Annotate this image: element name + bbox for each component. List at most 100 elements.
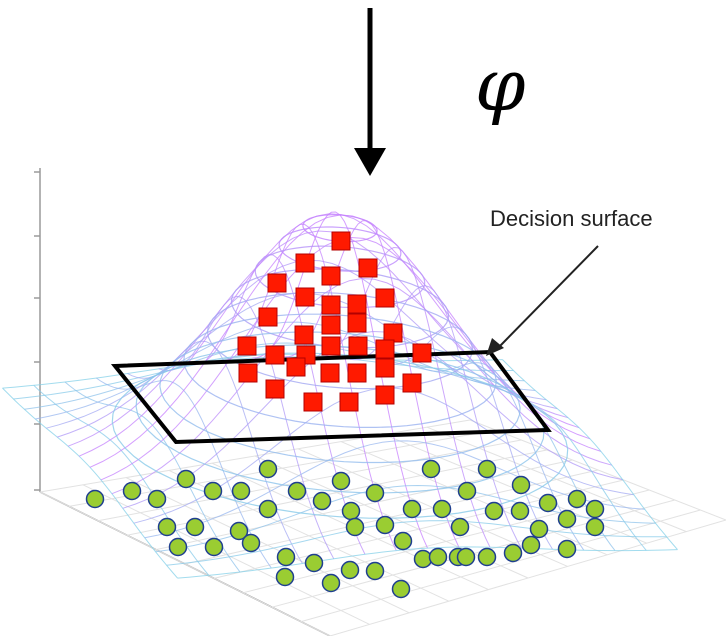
surface-mesh-line <box>78 213 580 457</box>
surface-contour-ring <box>254 245 426 309</box>
decision-surface-label: Decision surface <box>490 206 653 231</box>
green-circle-icon <box>185 517 205 537</box>
red-square-icon <box>375 385 395 405</box>
green-circle-icon <box>391 579 411 599</box>
green-circle-icon <box>312 491 332 511</box>
green-circle-icon <box>421 459 441 479</box>
red-square-icon <box>295 287 315 307</box>
decision-surface-pointer <box>486 245 599 356</box>
floor-grid-line <box>300 509 701 623</box>
green-circle-icon <box>341 501 361 521</box>
class-a-points <box>237 231 432 412</box>
green-circle-icon <box>241 533 261 553</box>
green-circle-icon <box>258 499 278 519</box>
red-square-icon <box>320 363 340 383</box>
surface-mesh-line <box>111 277 613 495</box>
mapping-arrow <box>354 8 386 176</box>
green-circle-icon <box>456 547 476 567</box>
green-circle-icon <box>538 493 558 513</box>
green-circle-icon <box>567 489 587 509</box>
green-circle-icon <box>122 481 142 501</box>
surface-contour-ring <box>159 331 521 464</box>
green-circle-icon <box>375 515 395 535</box>
green-circle-icon <box>331 471 351 491</box>
green-circle-icon <box>557 509 577 529</box>
green-circle-icon <box>168 537 188 557</box>
surface-mesh-line <box>122 330 623 509</box>
green-circle-icon <box>276 547 296 567</box>
green-circle-icon <box>510 501 530 521</box>
red-square-icon <box>294 325 314 345</box>
green-circle-icon <box>432 499 452 519</box>
red-square-icon <box>295 253 315 273</box>
surface-mesh-line <box>2 387 178 579</box>
green-circle-icon <box>287 481 307 501</box>
green-circle-icon <box>484 501 504 521</box>
red-square-icon <box>375 358 395 378</box>
green-circle-icon <box>365 561 385 581</box>
green-circle-icon <box>511 475 531 495</box>
green-circle-icon <box>176 469 196 489</box>
red-square-icon <box>331 231 351 251</box>
green-circle-icon <box>229 521 249 541</box>
red-square-icon <box>321 266 341 286</box>
surface-mesh-line <box>144 440 645 539</box>
floor-grid-line <box>426 426 687 533</box>
surface-mesh-line <box>166 520 667 566</box>
floor-grid-line <box>242 489 650 594</box>
surface-contour-ring <box>302 214 378 243</box>
green-circle-icon <box>529 519 549 539</box>
green-circle-icon <box>258 459 278 479</box>
green-circle-icon <box>275 567 295 587</box>
red-square-icon <box>383 323 403 343</box>
green-circle-icon <box>457 481 477 501</box>
red-square-icon <box>265 379 285 399</box>
red-square-icon <box>339 392 359 412</box>
decision-plane <box>110 349 552 445</box>
green-circle-icon <box>304 553 324 573</box>
surface-mesh-line <box>502 359 678 550</box>
green-circle-icon <box>585 499 605 519</box>
green-circle-icon <box>203 481 223 501</box>
green-circle-icon <box>413 549 433 569</box>
class-b-points <box>85 459 605 599</box>
red-square-icon <box>347 363 367 383</box>
green-circle-icon <box>503 543 523 563</box>
red-square-icon <box>267 273 287 293</box>
surface-contour-ring <box>278 226 402 272</box>
floor-grid-line <box>329 519 726 636</box>
phi-label: φ <box>475 43 526 127</box>
red-square-icon <box>358 258 378 278</box>
green-circle-icon <box>477 547 497 567</box>
red-square-icon <box>347 313 367 333</box>
green-circle-icon <box>340 560 360 580</box>
green-circle-icon <box>157 517 177 537</box>
red-square-icon <box>265 345 285 365</box>
red-square-icon <box>321 295 341 315</box>
red-square-icon <box>286 357 306 377</box>
red-square-icon <box>303 392 323 412</box>
green-circle-icon <box>585 517 605 537</box>
green-circle-icon <box>85 489 105 509</box>
green-circle-icon <box>345 517 365 537</box>
red-square-icon <box>412 343 432 363</box>
green-circle-icon <box>147 489 167 509</box>
surface-mesh-line <box>177 546 678 579</box>
red-square-icon <box>375 288 395 308</box>
floor-grid-line <box>340 441 608 556</box>
green-circle-icon <box>450 517 470 537</box>
green-circle-icon <box>204 537 224 557</box>
red-square-icon <box>321 336 341 356</box>
red-square-icon <box>238 363 258 383</box>
green-circle-icon <box>521 535 541 555</box>
surface-contour-ring <box>183 313 497 428</box>
red-square-icon <box>321 315 341 335</box>
floor-grid-line <box>469 419 726 521</box>
red-square-icon <box>237 336 257 356</box>
green-circle-icon <box>365 483 385 503</box>
green-circle-icon <box>402 499 422 519</box>
green-circle-icon <box>321 573 341 593</box>
red-square-icon <box>347 294 367 314</box>
green-circle-icon <box>393 531 413 551</box>
